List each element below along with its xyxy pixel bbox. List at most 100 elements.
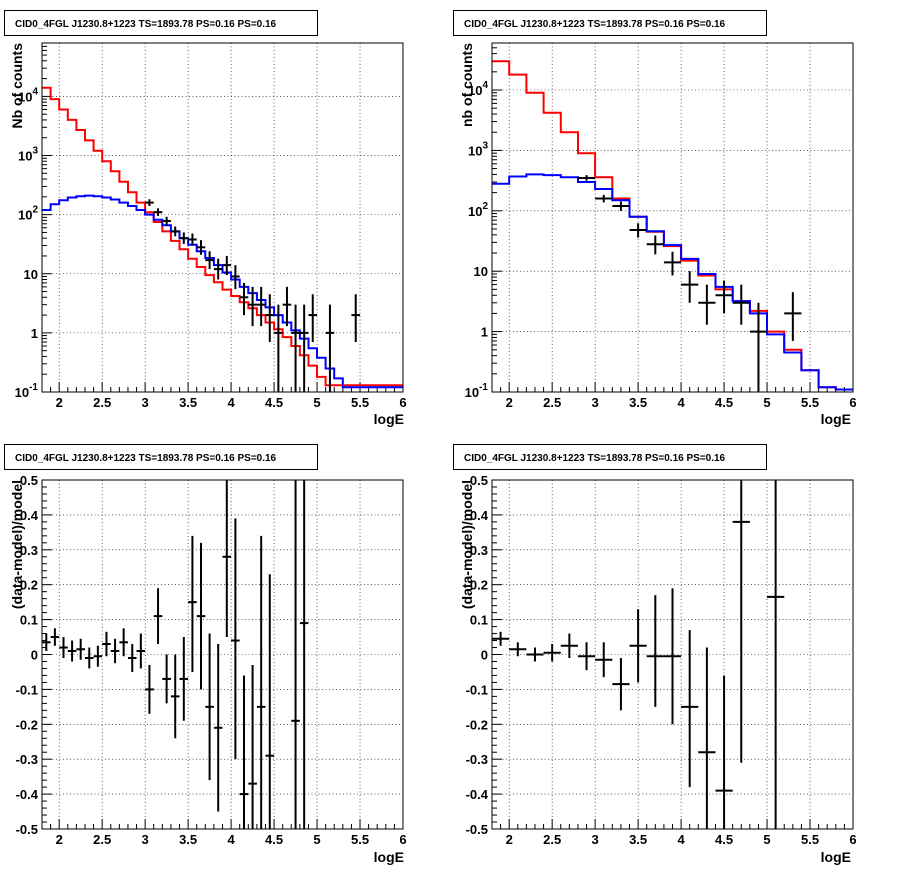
data-point <box>248 664 257 829</box>
grid <box>492 480 853 829</box>
data-point <box>526 647 544 662</box>
y-tick-label: -0.1 <box>16 682 38 697</box>
data-point <box>213 644 223 812</box>
data-point <box>188 535 197 672</box>
data-point <box>509 642 527 657</box>
data-point <box>84 647 94 669</box>
x-tick-label: 5 <box>313 395 320 410</box>
y-tick-label: -0.3 <box>16 752 38 767</box>
y-axis-label: (data-model)/model <box>459 480 475 609</box>
data-point <box>145 664 154 714</box>
data-point <box>732 480 750 763</box>
x-tick-label: 4.5 <box>715 395 733 410</box>
y-tick-exponent: -1 <box>479 382 488 393</box>
data-point <box>698 647 716 829</box>
y-tick-label: 10 <box>474 264 488 279</box>
data-point <box>213 258 223 280</box>
y-tick-base: 10 <box>468 204 482 219</box>
y-tick-label: 0.3 <box>20 543 38 558</box>
data-point <box>179 637 189 721</box>
x-tick-label: 2 <box>506 832 513 847</box>
chart-panel-2: CID0_4FGL J1230.8+1223 TS=1893.78 PS=0.1… <box>453 10 857 427</box>
data-point <box>231 265 240 290</box>
y-tick-label: -0.5 <box>16 822 38 837</box>
y-tick-base: 10 <box>18 149 32 164</box>
data-point <box>110 638 120 664</box>
chart-title: CID0_4FGL J1230.8+1223 TS=1893.78 PS=0.1… <box>464 19 726 30</box>
data-point <box>170 654 180 739</box>
y-tick-label: -0.4 <box>16 787 39 802</box>
data-point <box>256 286 266 327</box>
plot-frame <box>491 479 854 830</box>
y-axis-label: (data-model)/model <box>9 480 25 609</box>
grid <box>42 43 403 392</box>
chart-panel-1: CID0_4FGL J1230.8+1223 TS=1893.78 PS=0.1… <box>4 10 407 427</box>
y-axis-label: nb of counts <box>459 43 475 127</box>
data-point <box>767 480 785 829</box>
x-tick-label: 4.5 <box>265 395 283 410</box>
y-tick-base: 10 <box>15 385 29 400</box>
y-tick-label: -0.1 <box>466 682 488 697</box>
y-tick-label: 1 <box>31 326 38 341</box>
data-point <box>595 194 613 203</box>
y-tick-label: 0.1 <box>20 613 38 628</box>
data-point <box>282 286 292 327</box>
data-point <box>308 294 318 343</box>
y-tick-base: 10 <box>465 385 479 400</box>
data-point <box>560 633 578 658</box>
data-point <box>162 216 171 226</box>
data-point <box>76 638 85 660</box>
data-point <box>248 286 257 327</box>
data-points <box>492 480 785 829</box>
x-tick-label: 2 <box>56 395 63 410</box>
data-point <box>179 232 189 244</box>
y-tick-label: -0.2 <box>466 717 488 732</box>
chart-panel-4: CID0_4FGL J1230.8+1223 TS=1893.78 PS=0.1… <box>453 444 857 865</box>
y-tick-label: 103 <box>18 146 38 164</box>
data-point <box>492 631 510 646</box>
y-tick-label: -0.5 <box>466 822 488 837</box>
data-point <box>646 235 664 255</box>
x-tick-label: 4.5 <box>715 832 733 847</box>
title-box <box>4 10 318 36</box>
title-box <box>453 10 767 36</box>
data-point <box>127 644 137 672</box>
y-tick-label: -0.3 <box>466 752 488 767</box>
y-tick-label: 0.4 <box>20 508 39 523</box>
y-tick-label: 104 <box>18 86 38 104</box>
axis-ticks <box>491 42 854 393</box>
y-tick-exponent: 3 <box>482 140 488 151</box>
x-tick-label: 3.5 <box>179 832 197 847</box>
data-point <box>291 480 300 829</box>
y-tick-label: 0.1 <box>470 613 488 628</box>
x-axis-label: logE <box>374 411 404 427</box>
data-point <box>170 226 180 237</box>
data-point <box>42 633 51 652</box>
data-point <box>231 518 240 760</box>
data-point <box>612 201 630 211</box>
axis-ticks <box>491 479 854 830</box>
data-point <box>239 282 249 316</box>
x-tick-label: 5.5 <box>351 395 369 410</box>
data-point <box>196 542 206 690</box>
data-point <box>299 480 309 829</box>
data-point <box>265 574 275 829</box>
y-tick-label: -0.2 <box>16 717 38 732</box>
y-tick-label: 10-1 <box>15 382 39 400</box>
data-point <box>715 280 733 314</box>
data-point <box>59 637 68 658</box>
model-total-histogram <box>42 86 403 387</box>
data-point <box>595 642 613 678</box>
data-point <box>629 223 647 238</box>
x-tick-label: 3 <box>142 832 149 847</box>
x-tick-label: 5 <box>763 832 770 847</box>
model-source-histogram <box>42 194 403 389</box>
x-tick-label: 3 <box>592 832 599 847</box>
x-tick-label: 2 <box>506 395 513 410</box>
y-tick-exponent: 2 <box>482 201 488 212</box>
data-point <box>732 284 750 325</box>
data-point <box>102 631 111 657</box>
data-point <box>681 271 699 303</box>
x-tick-label: 3 <box>592 395 599 410</box>
